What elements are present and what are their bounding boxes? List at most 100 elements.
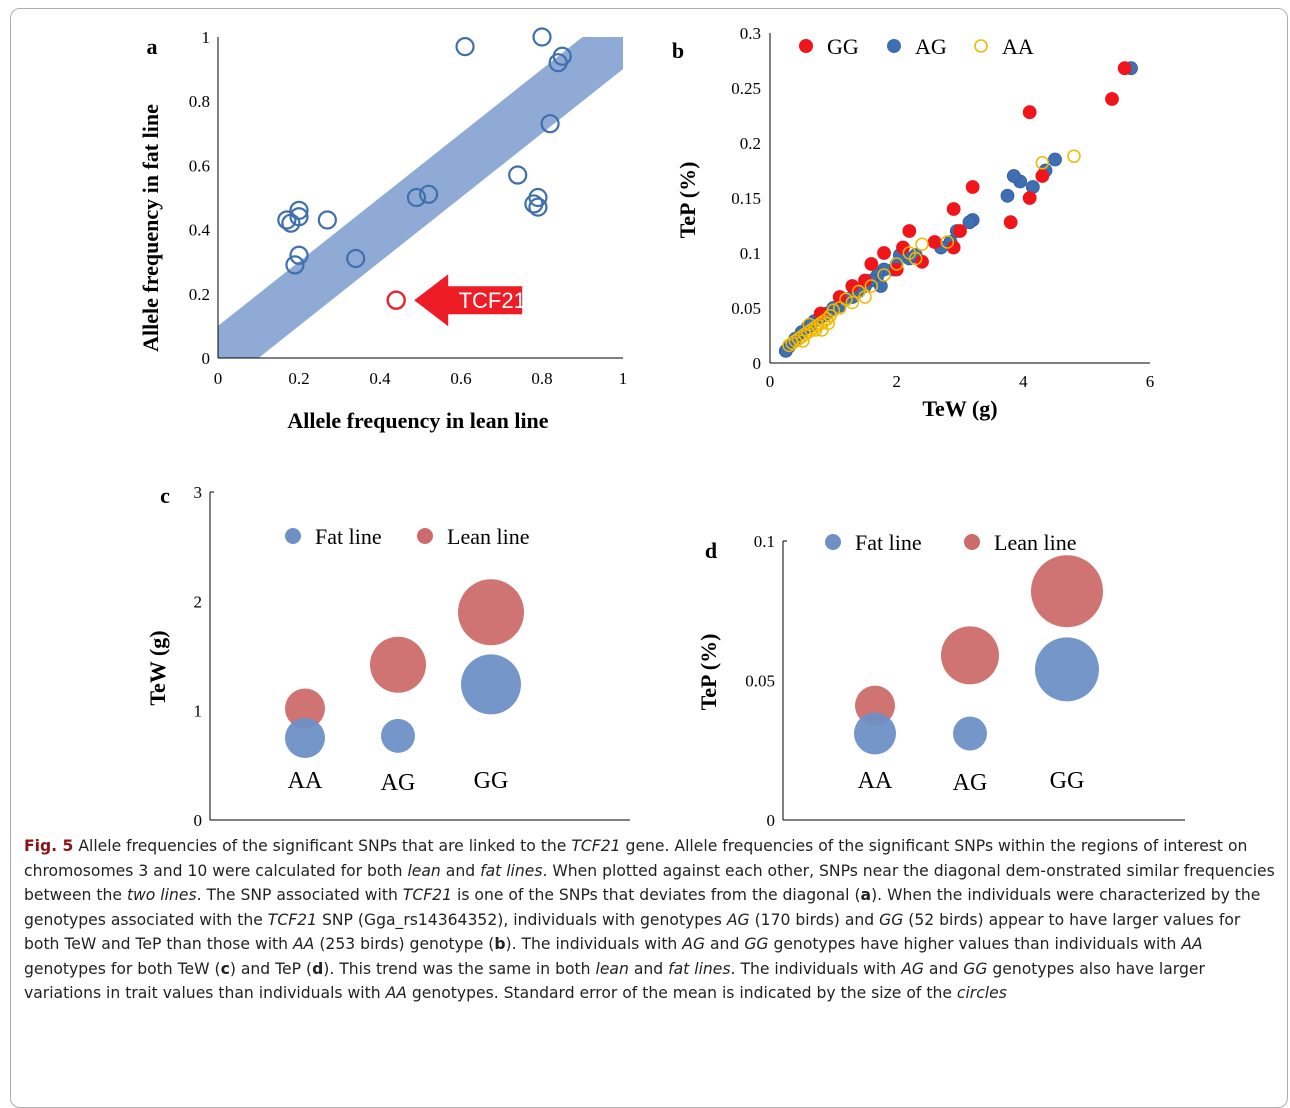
caption-segment: AA — [385, 984, 407, 1002]
caption-segment: ). When the individuals were characteriz… — [24, 886, 1261, 929]
y-tick-label: 0 — [753, 354, 762, 373]
data-point — [524, 194, 544, 214]
data-point — [1022, 105, 1037, 120]
data-point — [277, 210, 297, 230]
x-axis-label: Allele frequency in lean line — [287, 408, 548, 433]
bubble — [370, 636, 426, 693]
data-point — [915, 254, 929, 269]
data-point — [548, 53, 568, 73]
bubble — [953, 716, 987, 751]
data-point — [528, 197, 548, 217]
data-point — [281, 213, 301, 233]
data-point — [845, 295, 860, 310]
caption-segment: AG — [726, 910, 750, 929]
x-tick-label: 2 — [892, 372, 901, 391]
caption-segment: and — [440, 861, 481, 880]
data-point — [1117, 61, 1132, 76]
category-label: GG — [1050, 768, 1085, 794]
x-tick-label: 0 — [766, 372, 775, 391]
bubble — [461, 654, 521, 715]
y-tick-label: 0.4 — [189, 221, 211, 240]
y-tick-label: 0 — [202, 349, 211, 368]
panel-label-d: d — [705, 538, 717, 563]
panel-d: 0 0.05 0.1 TeP (%) d Fat line Lean line AA AG GG — [696, 530, 1185, 830]
caption-segment: (253 birds) genotype ( — [314, 935, 495, 953]
legend-marker — [417, 528, 433, 544]
y-tick-label: 0.3 — [740, 24, 761, 43]
figure-label: Fig. 5 — [24, 837, 74, 855]
caption-segment: two lines — [126, 886, 197, 904]
caption-segment: and — [628, 959, 669, 978]
x-tick-label: 6 — [1146, 372, 1155, 391]
y-tick-label: 0.2 — [189, 285, 210, 304]
data-point — [1105, 92, 1119, 106]
y-tick-label: 3 — [194, 483, 203, 502]
legend-marker — [887, 39, 901, 53]
y-tick-label: 1 — [202, 28, 211, 47]
data-point — [782, 338, 796, 353]
figure-panels: 0 0.2 0.4 0.6 0.8 1 0 0.2 0.4 0.6 0.8 1 Allele frequ… — [138, 24, 1185, 830]
bubble — [941, 626, 999, 685]
x-tick-label: 0.2 — [288, 369, 309, 388]
caption-segment: Allele frequencies of the significant SN… — [73, 837, 572, 855]
x-tick-label: 0.8 — [531, 369, 552, 388]
data-point — [1000, 188, 1015, 203]
y-axis-label: Allele frequency in fat line — [138, 104, 163, 352]
panel-label-a: a — [147, 34, 158, 59]
data-point — [289, 245, 309, 265]
y-tick-label: 0 — [194, 811, 203, 830]
caption-segment: genotypes. Standard error of the mean is… — [406, 984, 957, 1002]
caption-segment: . The SNP associated with — [196, 886, 403, 904]
data-point — [832, 301, 847, 315]
data-point — [877, 246, 891, 260]
data-point — [317, 210, 337, 230]
tcf21-label: TCF21 — [459, 288, 526, 313]
y-tick-label: 0.05 — [745, 672, 775, 691]
bubble — [381, 718, 415, 753]
data-point — [1035, 169, 1050, 183]
caption-segment: GG — [744, 935, 769, 953]
panel-a: 0 0.2 0.4 0.6 0.8 1 0 0.2 0.4 0.6 0.8 1 Allele frequ… — [138, 27, 627, 433]
data-point — [796, 334, 810, 348]
caption-segment: circles — [956, 984, 1007, 1002]
caption-segment: TCF21 — [267, 910, 318, 929]
data-point — [877, 268, 891, 282]
data-point — [346, 248, 366, 269]
y-tick-label: 0.15 — [731, 189, 761, 208]
panel-label-b: b — [672, 38, 684, 63]
data-point — [285, 255, 305, 275]
category-label: AG — [381, 770, 416, 796]
caption-segment: c — [220, 959, 230, 978]
x-tick-label: 0.6 — [450, 369, 471, 388]
data-point — [946, 202, 961, 216]
data-point — [1067, 149, 1081, 163]
legend-marker — [964, 534, 980, 550]
x-tick-label: 0.4 — [369, 369, 391, 388]
y-tick-label: 0.05 — [731, 299, 761, 318]
caption-segment: (170 birds) and — [749, 910, 880, 929]
data-point — [839, 292, 853, 306]
data-point — [532, 27, 552, 47]
caption-segment: genotypes for both TeW ( — [24, 959, 221, 978]
bubble — [285, 688, 325, 729]
y-axis-label: TeP (%) — [696, 634, 721, 711]
bubble — [285, 718, 325, 758]
data-point — [902, 224, 917, 238]
data-point — [785, 336, 799, 350]
caption-segment: b — [494, 935, 506, 953]
x-tick-label: 4 — [1019, 372, 1028, 391]
caption-segment: lean — [595, 959, 629, 978]
arrow-left-icon — [414, 274, 523, 327]
caption-segment: TCF21 — [402, 886, 453, 904]
caption-segment: . The individuals with — [730, 959, 902, 978]
data-point — [1003, 215, 1018, 230]
data-point — [889, 257, 904, 271]
y-tick-label: 2 — [194, 592, 203, 611]
panel-b: 0 2 4 6 0 0.05 0.1 0.15 0.2 0.25 0.3 TeW (g) TeP (%)… — [672, 24, 1154, 421]
y-tick-label: 0 — [767, 811, 776, 830]
caption-segment: is one of the SNPs that deviates from th… — [452, 886, 861, 904]
y-tick-label: 0.1 — [740, 244, 761, 263]
bubble — [1031, 555, 1103, 628]
y-tick-label: 0.1 — [754, 532, 775, 551]
data-point — [508, 165, 528, 185]
